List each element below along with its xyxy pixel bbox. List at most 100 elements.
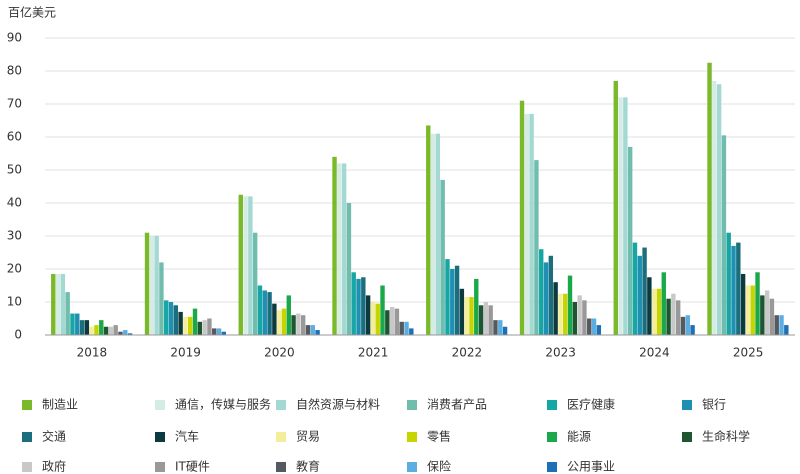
bar	[774, 315, 779, 335]
bar	[632, 242, 638, 335]
legend-swatch	[682, 400, 692, 410]
bar	[502, 326, 508, 335]
bar	[493, 320, 498, 335]
bar	[267, 292, 272, 335]
bar	[529, 113, 534, 336]
bar	[731, 245, 736, 335]
y-axis-label: 百亿美元	[8, 5, 56, 20]
bar	[356, 278, 361, 335]
bar	[310, 325, 315, 335]
bar	[716, 84, 722, 335]
y-tick-label: 20	[7, 262, 22, 276]
bar	[389, 306, 395, 335]
y-tick-label: 30	[7, 229, 22, 243]
bar	[642, 247, 647, 335]
bar	[623, 97, 628, 336]
bar	[675, 300, 681, 335]
bar	[207, 318, 212, 335]
bar	[399, 321, 404, 335]
legend-swatch	[22, 400, 32, 410]
legend-swatch	[22, 432, 32, 442]
bar	[99, 320, 104, 335]
legend-label: 自然资源与材料	[296, 397, 380, 412]
bar	[188, 316, 193, 335]
bar	[183, 316, 188, 335]
bar	[613, 80, 618, 336]
bar	[712, 80, 717, 336]
legend-label: 公用事业	[567, 460, 615, 474]
bar	[543, 262, 549, 335]
bar	[370, 302, 376, 335]
bar	[192, 308, 198, 335]
bar	[563, 293, 568, 335]
bar	[346, 203, 352, 335]
bar	[760, 295, 765, 335]
legend-swatch	[276, 462, 286, 472]
bar	[202, 320, 207, 335]
bar	[587, 318, 592, 335]
legend-swatch	[547, 462, 557, 472]
legend-swatch	[407, 462, 417, 472]
bar	[315, 330, 320, 335]
bar	[385, 310, 390, 335]
bar	[305, 325, 311, 335]
bar	[159, 262, 164, 335]
bar	[197, 321, 203, 335]
bar	[212, 328, 217, 335]
bar	[736, 242, 741, 335]
bar	[647, 277, 652, 335]
x-tick-label: 2023	[545, 346, 576, 360]
legend-label: 能源	[567, 430, 591, 444]
bar	[296, 313, 301, 335]
bar	[745, 285, 751, 335]
bar	[666, 298, 671, 335]
bar	[577, 295, 582, 335]
legend-swatch	[547, 400, 557, 410]
y-tick-label: 0	[14, 328, 22, 342]
bar	[478, 305, 484, 335]
bar	[337, 163, 342, 335]
legend-label: 医疗健康	[567, 397, 615, 412]
legend-label: 交通	[42, 429, 66, 444]
bar	[144, 232, 150, 335]
bar	[113, 325, 118, 335]
bar	[454, 265, 460, 335]
bar	[154, 236, 159, 335]
bar	[764, 290, 770, 335]
legend-swatch	[276, 400, 286, 410]
bar	[740, 273, 746, 335]
bar	[127, 333, 133, 335]
bar	[680, 316, 686, 335]
bar	[779, 315, 784, 335]
bar	[498, 320, 503, 335]
bar	[627, 146, 633, 335]
bar	[656, 288, 662, 335]
legend-label: 零售	[427, 429, 451, 444]
bar	[60, 273, 66, 335]
x-tick-label: 2019	[170, 346, 201, 360]
bar	[286, 295, 291, 335]
bar	[582, 300, 587, 335]
bar	[375, 303, 380, 335]
legend-swatch	[682, 432, 692, 442]
bar	[726, 232, 731, 335]
y-tick-label: 40	[7, 196, 22, 210]
y-tick-label: 90	[7, 31, 22, 45]
bar	[252, 232, 258, 335]
bar	[558, 293, 563, 335]
bar	[534, 160, 539, 335]
bar	[341, 163, 347, 335]
bar	[591, 318, 597, 335]
bar	[685, 315, 690, 335]
bar	[108, 326, 114, 335]
bar	[75, 313, 80, 335]
bar	[483, 302, 489, 335]
bar	[394, 308, 400, 335]
legend-label: 教育	[296, 459, 320, 474]
legend-swatch	[276, 432, 286, 442]
bar	[365, 295, 371, 335]
bar	[361, 277, 366, 335]
bar	[168, 302, 174, 335]
bar	[769, 298, 775, 335]
bar	[784, 325, 789, 335]
